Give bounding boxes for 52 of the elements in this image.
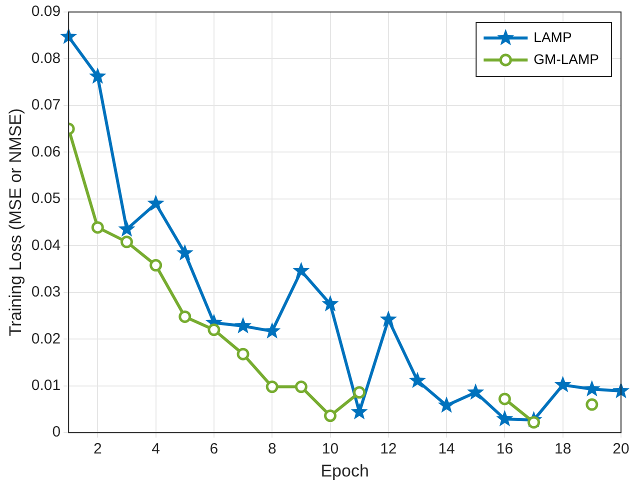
point: [353, 386, 366, 399]
y-tick-label: 0.07: [31, 96, 61, 114]
point: [89, 67, 106, 84]
x-tick-label: 4: [152, 440, 160, 458]
point: [118, 220, 136, 237]
point: [498, 392, 511, 406]
y-tick-label: 0.02: [31, 330, 61, 348]
point: [408, 372, 426, 388]
y-tick-label: 0: [52, 424, 61, 441]
x-tick-label: 18: [554, 440, 572, 458]
point: [380, 310, 397, 327]
point: [147, 194, 164, 211]
point: [467, 383, 484, 400]
point: [438, 396, 456, 413]
y-axis-title: Training Loss (MSE or NMSE): [6, 108, 25, 336]
x-tick-label: 8: [268, 440, 276, 458]
y-tick-label: 0.04: [31, 236, 61, 254]
y-tick-label: 0.01: [31, 377, 61, 394]
x-tick-label: 12: [380, 440, 397, 458]
point: [234, 317, 252, 334]
point: [150, 259, 162, 272]
point: [554, 376, 572, 392]
legend-label: GM-LAMP: [534, 50, 600, 67]
y-tick-label: 0.06: [31, 143, 61, 160]
y-tick-label: 0.08: [31, 50, 61, 67]
point: [583, 380, 600, 396]
y-tick-label: 0.03: [31, 284, 61, 301]
point: [324, 410, 337, 422]
point: [176, 244, 194, 260]
x-tick-label: 2: [93, 440, 102, 458]
y-tick-label: 0.05: [31, 190, 61, 208]
point: [208, 324, 220, 336]
point: [178, 310, 192, 323]
x-axis-title: Epoch: [320, 461, 369, 480]
point: [236, 348, 250, 360]
point: [322, 295, 339, 312]
point: [264, 322, 281, 338]
x-tick-label: 10: [322, 440, 339, 458]
x-tick-label: 14: [438, 440, 455, 458]
x-tick-label: 16: [496, 440, 514, 458]
x-tick-label: 20: [612, 440, 630, 458]
point: [120, 236, 133, 248]
point: [266, 380, 278, 394]
point: [496, 410, 514, 426]
x-tick-label: 6: [210, 440, 218, 458]
point: [91, 221, 104, 234]
point: [586, 398, 598, 411]
point: [292, 262, 310, 278]
point: [294, 380, 308, 394]
point: [350, 403, 368, 420]
legend-label: LAMP: [534, 28, 572, 45]
y-tick-label: 0.09: [31, 3, 61, 20]
